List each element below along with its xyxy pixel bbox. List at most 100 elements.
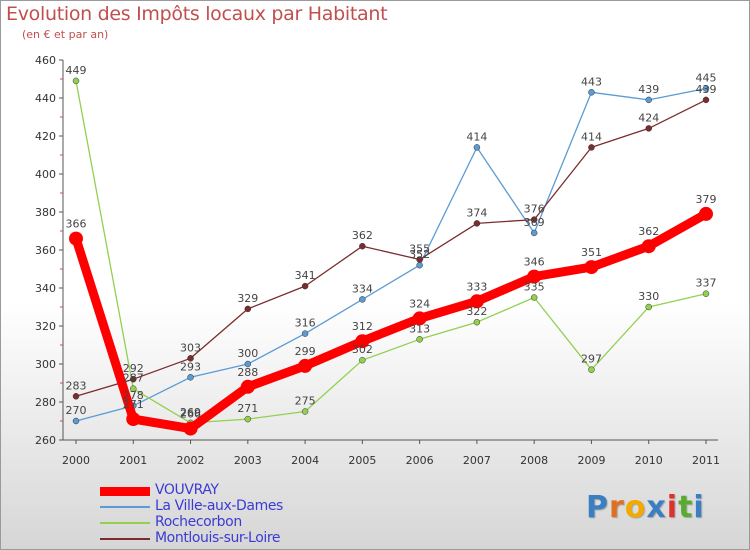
- data-point-vouvray: [69, 231, 83, 246]
- data-label-rochecorbon: 313: [409, 322, 430, 335]
- data-point-la-ville-aux-dames: [244, 360, 252, 368]
- chart-axes: 260 280 300 320 340 360 380 400 420 440 460 2000 200…: [35, 54, 720, 467]
- chart-data-labels: 2702782933003163343524143694434394454492…: [66, 64, 717, 421]
- data-point-la-ville-aux-dames: [359, 296, 366, 303]
- legend-label: Montlouis-sur-Loire: [155, 530, 281, 546]
- y-tick-label: 460: [35, 54, 56, 67]
- data-label-vouvray: 379: [696, 193, 717, 206]
- data-label-vouvray: 266: [180, 408, 201, 421]
- data-label-rochecorbon: 269: [180, 406, 201, 419]
- data-label-montlouis-sur-loire: 374: [466, 206, 487, 219]
- data-point-montlouis-sur-loire: [530, 216, 538, 223]
- data-point-vouvray: [699, 206, 713, 221]
- legend-swatch: [100, 506, 150, 508]
- data-point-la-ville-aux-dames: [530, 229, 538, 237]
- data-point-montlouis-sur-loire: [588, 144, 595, 151]
- legend-swatch: [100, 522, 150, 524]
- data-label-rochecorbon: 297: [581, 353, 602, 366]
- data-point-montlouis-sur-loire: [359, 242, 366, 250]
- data-point-vouvray: [240, 379, 255, 394]
- data-label-montlouis-sur-loire: 355: [409, 243, 430, 256]
- data-point-rochecorbon: [72, 77, 80, 85]
- chart-legend: VOUVRAY La Ville-aux-Dames Rochecorbon Mont…: [100, 482, 360, 547]
- data-point-rochecorbon: [530, 294, 538, 301]
- data-label-rochecorbon: 322: [466, 305, 487, 318]
- data-point-la-ville-aux-dames: [416, 261, 423, 269]
- data-label-rochecorbon: 337: [696, 277, 717, 290]
- data-point-rochecorbon: [645, 303, 652, 311]
- x-tick-label: 2005: [348, 454, 376, 467]
- data-label-montlouis-sur-loire: 329: [237, 292, 258, 305]
- data-label-rochecorbon: 335: [524, 281, 545, 294]
- x-tick-label: 2003: [234, 454, 262, 467]
- data-point-vouvray: [355, 334, 370, 349]
- data-label-la-ville-aux-dames: 300: [237, 347, 258, 360]
- data-label-montlouis-sur-loire: 414: [581, 130, 602, 143]
- series-line-rochecorbon: [75, 80, 707, 424]
- data-point-montlouis-sur-loire: [301, 282, 309, 290]
- y-tick-label: 320: [35, 320, 56, 333]
- data-label-montlouis-sur-loire: 283: [66, 379, 87, 392]
- data-label-la-ville-aux-dames: 278: [123, 389, 144, 402]
- y-tick-label: 380: [35, 206, 56, 219]
- data-point-vouvray: [641, 239, 656, 254]
- x-tick-label: 2011: [692, 454, 720, 467]
- y-tick-label: 340: [35, 282, 56, 295]
- y-tick-label: 400: [35, 168, 56, 181]
- x-tick-label: 2008: [520, 454, 548, 467]
- data-point-rochecorbon: [588, 366, 595, 373]
- y-tick-label: 260: [35, 434, 56, 447]
- legend-swatch: [100, 538, 150, 540]
- legend-item-vouvray: VOUVRAY: [100, 482, 360, 499]
- data-point-montlouis-sur-loire: [187, 355, 194, 362]
- data-label-la-ville-aux-dames: 445: [696, 72, 717, 85]
- data-point-vouvray: [183, 421, 198, 436]
- data-point-rochecorbon: [702, 290, 710, 297]
- data-label-vouvray: 366: [66, 218, 87, 231]
- data-point-vouvray: [412, 311, 427, 326]
- data-label-la-ville-aux-dames: 352: [409, 248, 430, 261]
- data-label-la-ville-aux-dames: 334: [352, 282, 373, 295]
- y-tick-label: 280: [35, 396, 56, 409]
- data-point-la-ville-aux-dames: [473, 144, 481, 151]
- data-label-montlouis-sur-loire: 376: [524, 203, 545, 216]
- data-label-vouvray: 346: [524, 256, 545, 269]
- data-label-la-ville-aux-dames: 293: [180, 360, 201, 373]
- data-point-vouvray: [298, 358, 313, 373]
- chart-title: Evolution des Impôts locaux par Habitant: [6, 3, 388, 25]
- chart-series: [69, 77, 713, 436]
- series-line-vouvray: [71, 209, 711, 434]
- data-label-vouvray: 271: [123, 398, 144, 411]
- data-point-rochecorbon: [244, 415, 252, 423]
- data-label-vouvray: 351: [581, 246, 602, 259]
- data-label-vouvray: 299: [295, 345, 316, 358]
- data-point-vouvray: [469, 294, 484, 309]
- data-point-rochecorbon: [359, 356, 366, 364]
- data-label-la-ville-aux-dames: 316: [295, 317, 316, 330]
- x-tick-label: 2004: [291, 454, 319, 467]
- data-label-montlouis-sur-loire: 341: [295, 269, 316, 282]
- data-point-la-ville-aux-dames: [187, 374, 194, 381]
- y-tick-label: 300: [35, 358, 56, 371]
- data-label-vouvray: 288: [237, 366, 258, 379]
- data-label-vouvray: 324: [409, 297, 430, 310]
- data-point-montlouis-sur-loire: [244, 305, 252, 313]
- data-point-montlouis-sur-loire: [130, 375, 137, 383]
- data-label-montlouis-sur-loire: 362: [352, 229, 373, 242]
- data-point-rochecorbon: [416, 336, 423, 343]
- data-point-montlouis-sur-loire: [416, 256, 423, 263]
- data-label-rochecorbon: 302: [352, 343, 373, 356]
- data-label-vouvray: 333: [466, 280, 487, 293]
- data-point-la-ville-aux-dames: [588, 89, 595, 96]
- data-point-rochecorbon: [301, 408, 309, 415]
- y-tick-label: 420: [35, 130, 56, 143]
- y-tick-label: 440: [35, 92, 56, 105]
- x-tick-label: 2006: [406, 454, 434, 467]
- legend-item-montlouis-sur-loire: Montlouis-sur-Loire: [100, 530, 360, 547]
- data-label-montlouis-sur-loire: 292: [123, 362, 144, 375]
- data-label-vouvray: 312: [352, 320, 373, 333]
- data-point-la-ville-aux-dames: [645, 96, 652, 104]
- data-point-montlouis-sur-loire: [473, 220, 481, 227]
